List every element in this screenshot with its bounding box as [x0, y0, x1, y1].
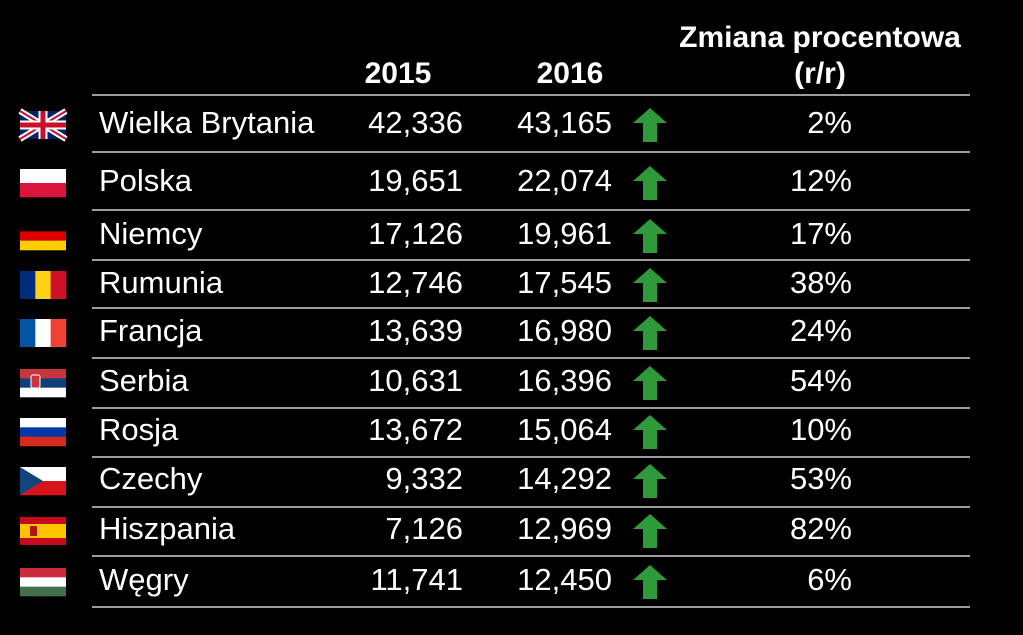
- country: Węgry: [99, 562, 189, 597]
- flag-stripe: [20, 418, 66, 428]
- flag-stripe: [20, 240, 66, 251]
- flag-stripe: [20, 586, 66, 597]
- country: Hiszpania: [99, 511, 236, 546]
- header: 2015: [365, 57, 432, 90]
- value-2016: 15,064: [517, 412, 612, 447]
- flag-stripe: [50, 271, 67, 299]
- up-arrow: [633, 464, 667, 498]
- change: 2%: [807, 105, 852, 140]
- header: (r/r): [794, 57, 846, 90]
- value-2016: 17,545: [517, 265, 612, 300]
- change: 6%: [807, 562, 852, 597]
- value-2016: 19,961: [517, 216, 612, 251]
- flag: [20, 271, 67, 299]
- value-2015: 7,126: [385, 511, 463, 546]
- header: Zmiana procentowa: [679, 21, 961, 54]
- flag-stripe: [20, 524, 66, 538]
- flag-stripe: [20, 231, 66, 241]
- up-arrow: [633, 219, 667, 253]
- value-2016: 43,165: [517, 105, 612, 140]
- flag: [20, 467, 66, 496]
- up-arrow: [633, 565, 667, 599]
- country: Polska: [99, 163, 193, 198]
- value-2015: 19,651: [368, 163, 463, 198]
- header: 2016: [537, 57, 604, 90]
- flag-stripe: [20, 568, 66, 578]
- up-arrow: [633, 514, 667, 548]
- flag-cross: [20, 111, 66, 139]
- flag: [18, 108, 68, 142]
- flag-stripe: [20, 319, 36, 347]
- flag-stripe: [20, 387, 66, 398]
- change: 53%: [790, 461, 852, 496]
- country: Czechy: [99, 461, 203, 496]
- value-2016: 16,396: [517, 363, 612, 398]
- flag-stripe: [20, 183, 66, 198]
- change: 24%: [790, 313, 852, 348]
- value-2015: 12,746: [368, 265, 463, 300]
- value-2015: 13,672: [368, 412, 463, 447]
- change: 82%: [790, 511, 852, 546]
- flag: [20, 319, 67, 347]
- country: Francja: [99, 313, 203, 348]
- flag-stripe: [20, 427, 66, 437]
- flag-stripe: [20, 436, 66, 447]
- value-2015: 9,332: [385, 461, 463, 496]
- flag-stripe: [20, 222, 66, 232]
- flag-stripe: [35, 271, 51, 299]
- country: Serbia: [99, 363, 189, 398]
- value-2016: 12,450: [517, 562, 612, 597]
- country: Rosja: [99, 412, 179, 447]
- flag: [20, 418, 66, 447]
- country: Wielka Brytania: [99, 105, 315, 140]
- change: 54%: [790, 363, 852, 398]
- value-2016: 14,292: [517, 461, 612, 496]
- value-2015: 13,639: [368, 313, 463, 348]
- flag-stripe: [20, 577, 66, 587]
- flag-triangle: [20, 467, 43, 495]
- flag-emblem: [30, 374, 41, 389]
- change: 17%: [790, 216, 852, 251]
- flag-stripe: [35, 319, 51, 347]
- value-2015: 17,126: [368, 216, 463, 251]
- flag-stripe: [20, 369, 66, 379]
- change: 10%: [790, 412, 852, 447]
- flag: [20, 169, 66, 198]
- flag: [20, 517, 66, 545]
- flag: [20, 222, 66, 251]
- value-2016: 16,980: [517, 313, 612, 348]
- up-arrow: [633, 108, 667, 142]
- value-2016: 22,074: [517, 163, 612, 198]
- value-2016: 12,969: [517, 511, 612, 546]
- value-2015: 42,336: [368, 105, 463, 140]
- up-arrow: [633, 366, 667, 400]
- flag: [20, 568, 66, 597]
- country: Rumunia: [99, 265, 224, 300]
- country: Niemcy: [99, 216, 203, 251]
- flag-stripe: [50, 319, 67, 347]
- change: 12%: [790, 163, 852, 198]
- flag: [20, 369, 66, 398]
- flag-emblem: [30, 526, 37, 536]
- up-arrow: [633, 166, 667, 200]
- flag-stripe: [20, 378, 66, 388]
- flag-stripe: [20, 169, 66, 184]
- up-arrow: [633, 316, 667, 350]
- change: 38%: [790, 265, 852, 300]
- up-arrow: [633, 415, 667, 449]
- flag-stripe: [20, 271, 36, 299]
- up-arrow: [633, 268, 667, 302]
- value-2015: 11,741: [370, 562, 463, 597]
- value-2015: 10,631: [368, 363, 463, 398]
